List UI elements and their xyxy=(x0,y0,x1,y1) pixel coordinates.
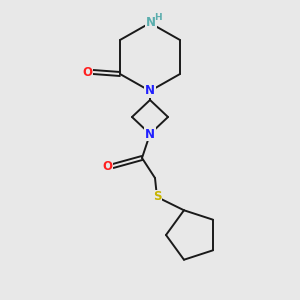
Text: O: O xyxy=(82,65,92,79)
Text: S: S xyxy=(153,190,161,203)
Text: N: N xyxy=(145,128,155,140)
Text: O: O xyxy=(102,160,112,172)
Text: H: H xyxy=(154,13,162,22)
Text: N: N xyxy=(146,16,156,29)
Text: N: N xyxy=(145,85,155,98)
